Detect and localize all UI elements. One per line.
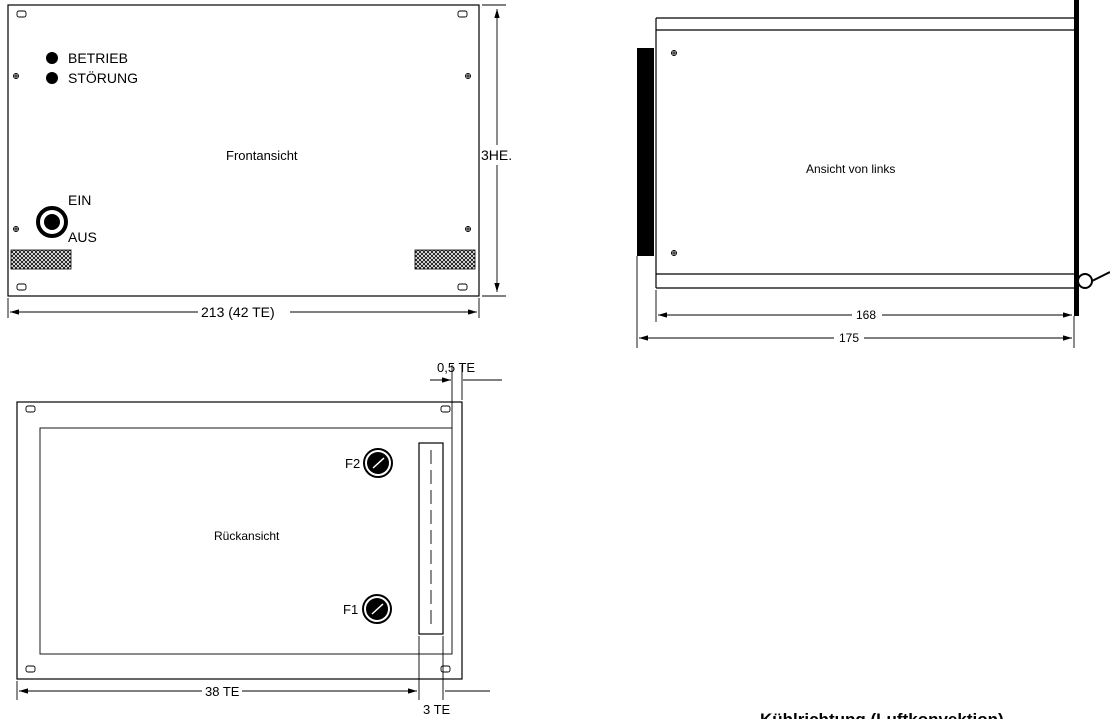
mounting-slot	[16, 283, 27, 291]
switch-ein-label: EIN	[68, 192, 91, 208]
front-view: BETRIEB STÖRUNG Frontansicht EIN AUS 3HE…	[7, 4, 520, 321]
fuse-f1-label: F1	[343, 602, 358, 617]
depth-outer-label: 175	[839, 331, 859, 345]
mounting-slot	[457, 283, 468, 291]
connector-dimension-label: 3 TE	[423, 702, 451, 717]
width-dimension-label: 213 (42 TE)	[201, 304, 275, 320]
screw-icon	[465, 226, 471, 232]
front-panel-profile	[637, 48, 654, 256]
vent-grill	[10, 249, 72, 270]
rear-panel-outline	[16, 401, 463, 680]
led-stoerung-icon	[46, 72, 58, 84]
vent-grill	[414, 249, 476, 270]
mounting-slot	[25, 665, 36, 673]
led-betrieb-label: BETRIEB	[68, 50, 128, 66]
rear-connector-icon	[1077, 271, 1110, 289]
screw-icon	[13, 73, 19, 79]
led-betrieb-icon	[46, 52, 58, 64]
side-view: Ansicht von links 168 175	[636, 0, 1110, 348]
rear-width-dimension-label: 38 TE	[205, 684, 240, 699]
mounting-slot	[457, 10, 468, 18]
fuse-f1-icon	[362, 594, 392, 624]
screw-icon	[671, 250, 677, 256]
cooling-direction-label: Kühlrichtung (Luftkonvektion)	[760, 710, 1004, 719]
screw-icon	[671, 50, 677, 56]
height-dimension-label: 3HE.	[481, 147, 512, 163]
rear-panel-profile	[1074, 0, 1079, 316]
screw-icon	[465, 73, 471, 79]
mounting-slot	[25, 405, 36, 413]
led-stoerung-label: STÖRUNG	[68, 69, 138, 86]
rear-inner-frame	[39, 427, 453, 655]
fuse-f2-icon	[363, 448, 393, 478]
front-view-title: Frontansicht	[226, 148, 298, 163]
connector-strip	[418, 442, 444, 635]
rear-view-title: Rückansicht	[214, 529, 280, 543]
fuse-f2-label: F2	[345, 456, 360, 471]
switch-aus-label: AUS	[68, 229, 97, 245]
side-view-title: Ansicht von links	[806, 162, 895, 176]
depth-inner-label: 168	[856, 308, 876, 322]
offset-dimension-label: 0,5 TE	[437, 360, 475, 375]
mounting-slot	[16, 10, 27, 18]
mounting-slot	[440, 405, 451, 413]
screw-icon	[13, 226, 19, 232]
front-panel-outline	[7, 4, 480, 297]
mounting-slot	[440, 665, 451, 673]
power-switch-icon	[36, 206, 68, 238]
rear-view: Rückansicht F2 F1 0,5 TE 38 TE 3	[16, 360, 502, 717]
